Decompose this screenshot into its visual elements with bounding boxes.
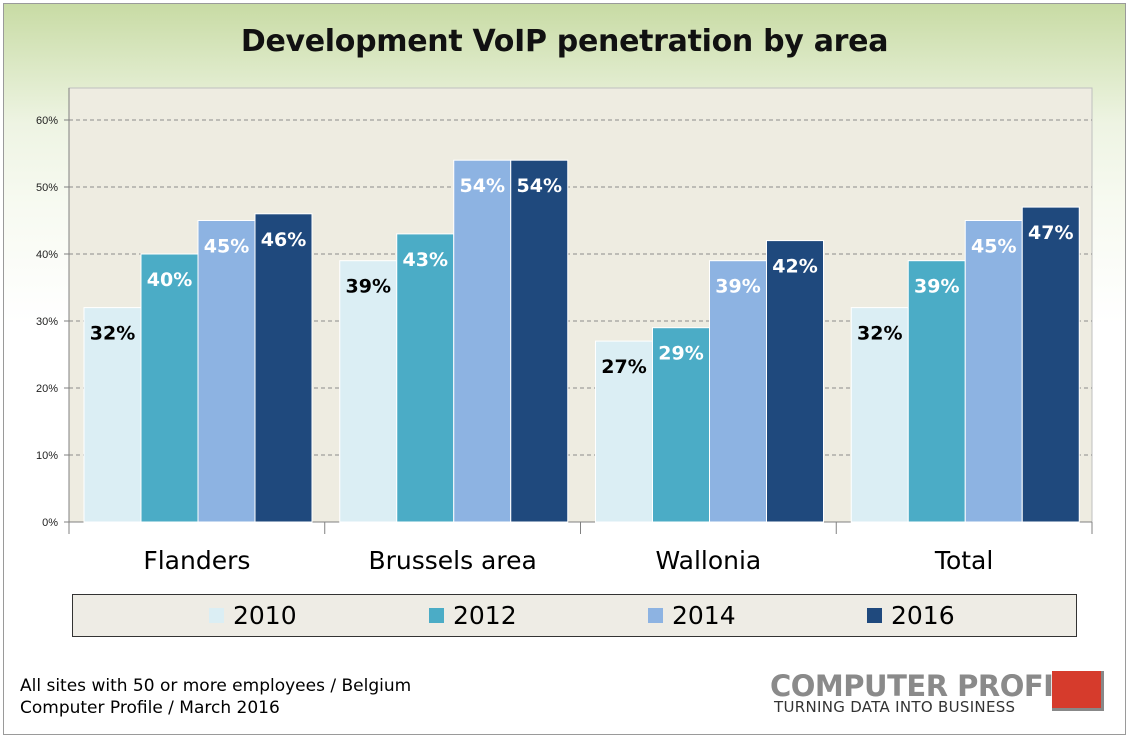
legend-label: 2012 (453, 601, 517, 630)
data-label: 40% (147, 269, 192, 291)
y-tick-label: 60% (36, 115, 58, 127)
bar (850, 307, 909, 523)
bar (652, 327, 710, 523)
legend-item: 2010 (209, 595, 297, 636)
y-tick-label: 50% (36, 182, 58, 194)
logo-tagline: TURNING DATA INTO BUSINESS (774, 698, 1016, 716)
bar (766, 240, 824, 523)
logo-red-square (1052, 671, 1104, 711)
legend-label: 2016 (891, 601, 955, 630)
data-label: 39% (715, 276, 760, 298)
data-label: 29% (658, 343, 703, 365)
data-label: 54% (517, 175, 562, 197)
bar (140, 253, 199, 523)
category-label: Wallonia (656, 546, 762, 575)
data-label: 45% (204, 236, 249, 258)
y-tick-label: 10% (36, 450, 58, 462)
bar (964, 220, 1023, 523)
legend-item: 2016 (867, 595, 955, 636)
legend-item: 2012 (429, 595, 517, 636)
y-tick-label: 30% (36, 316, 58, 328)
footnote-line-1: All sites with 50 or more employees / Be… (20, 676, 412, 696)
category-label: Total (934, 546, 993, 575)
data-label: 43% (403, 249, 448, 271)
bar (396, 233, 455, 523)
legend-swatch (648, 608, 663, 623)
bar (453, 159, 512, 523)
legend-label: 2014 (672, 601, 736, 630)
data-label: 45% (971, 236, 1016, 258)
data-label: 39% (914, 276, 959, 298)
bar (197, 220, 256, 523)
data-label: 47% (1028, 222, 1073, 244)
footnote-line-2: Computer Profile / March 2016 (20, 698, 280, 718)
y-tick-label: 20% (36, 383, 58, 395)
footnote: All sites with 50 or more employees / Be… (20, 675, 411, 719)
y-tick-label: 0% (42, 517, 58, 529)
logo-name: COMPUTER PROFILE (770, 669, 1091, 703)
legend-swatch (867, 608, 882, 623)
category-label: Brussels area (368, 546, 536, 575)
legend-item: 2014 (648, 595, 736, 636)
data-label: 39% (346, 276, 391, 298)
data-label: 32% (90, 323, 135, 345)
category-label: Flanders (143, 546, 250, 575)
legend-label: 2010 (233, 601, 297, 630)
bar (510, 159, 569, 523)
y-tick-label: 40% (36, 249, 58, 261)
bar (595, 340, 653, 523)
legend-swatch (209, 608, 224, 623)
data-label: 54% (460, 175, 505, 197)
bar (907, 260, 966, 523)
bar (83, 307, 142, 523)
bar (339, 260, 398, 523)
data-label: 27% (601, 356, 646, 378)
chart-title: Development VoIP penetration by area (240, 24, 889, 59)
bar (254, 213, 313, 523)
legend-swatch (429, 608, 444, 623)
bar (1021, 206, 1080, 523)
data-label: 46% (261, 229, 306, 251)
legend: 2010 2012 2014 2016 (72, 594, 1077, 637)
bar (709, 260, 767, 523)
data-label: 42% (772, 256, 817, 278)
data-label: 32% (857, 323, 902, 345)
company-logo: COMPUTER PROFILE TURNING DATA INTO BUSIN… (770, 669, 1106, 716)
